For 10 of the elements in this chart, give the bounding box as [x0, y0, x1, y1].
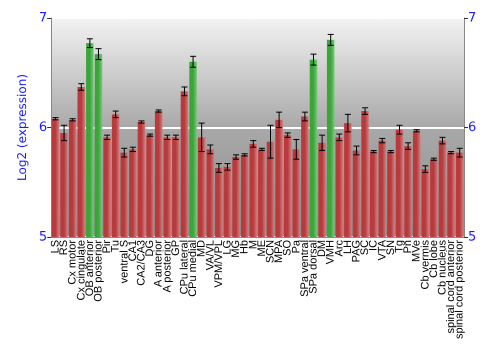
y2-tick-label: 6: [468, 120, 476, 135]
y-axis-title: Log2 (expression): [15, 74, 29, 181]
x-tick-label: Tg: [393, 240, 406, 253]
y-tick-label: 7: [38, 10, 48, 26]
y2-tick-label: 5: [468, 229, 476, 244]
x-tick-label: OB posterior: [92, 240, 104, 302]
x-tick-label: A posterior: [161, 240, 174, 293]
y-tick-label: 6: [38, 120, 48, 135]
y-tick-label: 5: [38, 229, 48, 244]
y2-tick-label: 7: [468, 10, 476, 26]
